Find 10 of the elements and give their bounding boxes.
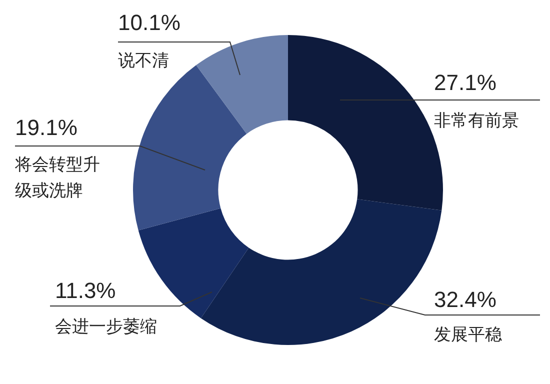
data-label: 11.3% <box>55 278 116 303</box>
slice-label: 会进一步萎缩 <box>55 317 157 336</box>
slice-label: 说不清 <box>118 51 169 70</box>
data-label: 19.1% <box>15 115 78 140</box>
slice-label: 将会转型升级或洗牌 <box>14 155 100 200</box>
slice-label: 发展平稳 <box>434 325 502 344</box>
data-label: 10.1% <box>118 10 180 35</box>
slice-label: 非常有前景 <box>434 111 519 130</box>
data-label: 32.4% <box>434 287 496 312</box>
data-label: 27.1% <box>434 70 496 95</box>
